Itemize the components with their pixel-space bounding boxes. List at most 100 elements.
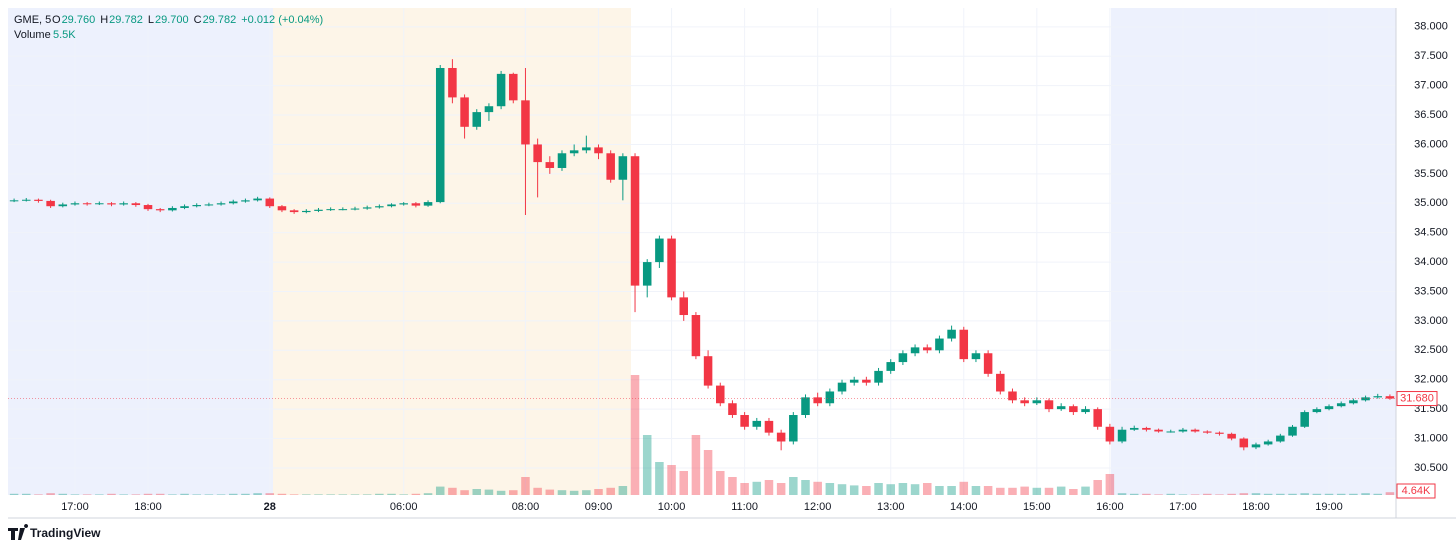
legend: O 29.760 H 29.782 L 29.700 C 29.782 +0.012 (+0.0… — [52, 14, 323, 26]
volume-bar — [789, 477, 798, 495]
volume-bar — [630, 375, 640, 495]
session-bg — [8, 8, 273, 495]
volume-bar — [642, 435, 652, 495]
candle-body — [107, 203, 116, 205]
candle-body — [375, 206, 384, 208]
volume-bar — [34, 494, 43, 495]
candle-body — [1056, 406, 1066, 410]
candle-body — [253, 198, 262, 201]
candle-body — [618, 156, 628, 180]
candle-body — [362, 207, 372, 209]
volume-bar — [521, 477, 530, 495]
volume-bar — [9, 493, 19, 495]
candle-body — [1069, 406, 1078, 413]
candle-body — [825, 391, 835, 404]
volume-bar — [1105, 474, 1115, 495]
candle-body — [423, 202, 433, 206]
candle-body — [582, 147, 591, 151]
volume-bar — [996, 487, 1005, 495]
volume-bar — [1056, 486, 1066, 495]
axes: 30.50031.00031.50032.00032.50033.00033.5… — [8, 21, 1448, 513]
candle-body — [1044, 400, 1054, 410]
volume-bar — [1239, 493, 1249, 495]
volume-bar — [460, 490, 469, 495]
volume-bar — [350, 494, 360, 495]
candle-body — [1203, 431, 1212, 433]
volume-bar — [557, 490, 567, 495]
candle-body — [874, 370, 883, 383]
legend-key: C — [194, 14, 202, 26]
volume-bar — [1336, 493, 1346, 495]
candle-body — [192, 205, 201, 207]
volume-label: 4.64K — [1402, 485, 1431, 497]
volume-bar — [910, 484, 920, 495]
x-tick-label: 08:00 — [512, 501, 540, 513]
y-tick-label: 37.500 — [1414, 50, 1448, 62]
volume-bar — [435, 486, 445, 495]
volume-bar — [496, 490, 506, 495]
candle-body — [716, 385, 725, 404]
candle-body — [9, 200, 19, 202]
candle-body — [411, 203, 421, 206]
volume-bar — [776, 483, 786, 495]
candle-body — [642, 262, 652, 286]
volume-bar — [691, 435, 701, 495]
volume-bar — [509, 490, 518, 495]
candle-body — [131, 203, 141, 206]
x-tick-label: 16:00 — [1096, 501, 1124, 513]
candle-body — [1263, 441, 1273, 445]
volume-bar — [825, 483, 835, 495]
volume-bar — [131, 494, 141, 495]
volume-bar — [1142, 493, 1151, 495]
candle-body — [1373, 396, 1382, 398]
candle-body — [277, 206, 287, 211]
candle-body — [789, 415, 798, 442]
volume-bar — [618, 486, 628, 495]
x-tick-label: 10:00 — [658, 501, 686, 513]
candle-body — [399, 203, 408, 205]
volume-bar — [874, 483, 883, 495]
volume-bar — [862, 486, 871, 495]
volume-bar — [1044, 487, 1054, 495]
volume-bar — [740, 483, 749, 495]
candle-body — [655, 238, 664, 263]
volume-bar — [387, 493, 396, 495]
candle-body — [764, 420, 774, 433]
volume-bar — [837, 484, 847, 495]
volume-bar — [448, 487, 457, 495]
candle-body — [1288, 426, 1297, 436]
volume-bar — [886, 484, 895, 495]
volume-bar — [326, 494, 335, 495]
x-tick-label: 09:00 — [585, 501, 613, 513]
legend-key: O — [52, 14, 61, 26]
volume-bar — [204, 494, 214, 495]
candle-body — [22, 199, 31, 201]
volume-bar — [606, 487, 615, 495]
candle-body — [533, 144, 542, 163]
candle-body — [216, 203, 226, 205]
volume-bar — [228, 493, 238, 495]
volume-bar — [180, 493, 189, 495]
x-tick-label: 11:00 — [731, 501, 758, 513]
volume-bar — [375, 493, 384, 495]
volume-bar — [569, 490, 579, 495]
candle-body — [1129, 427, 1139, 430]
volume-bar — [1324, 493, 1334, 495]
candle-body — [740, 415, 749, 427]
candles — [9, 59, 1395, 451]
volume-bar — [253, 493, 262, 495]
candle-body — [1336, 403, 1346, 407]
candle-body — [1166, 431, 1176, 433]
volume-bar — [1215, 494, 1224, 495]
volume-bar — [46, 493, 55, 495]
candle-body — [594, 147, 603, 154]
candle-body — [448, 67, 457, 98]
candle-body — [752, 420, 762, 427]
candle-body — [922, 347, 932, 351]
x-tick-label: 18:00 — [134, 501, 162, 513]
candle-body — [1117, 429, 1127, 442]
volume-bar — [1300, 493, 1309, 495]
volume-bar — [655, 462, 664, 495]
volume-bar — [82, 494, 92, 495]
x-tick-label: 06:00 — [390, 501, 418, 513]
